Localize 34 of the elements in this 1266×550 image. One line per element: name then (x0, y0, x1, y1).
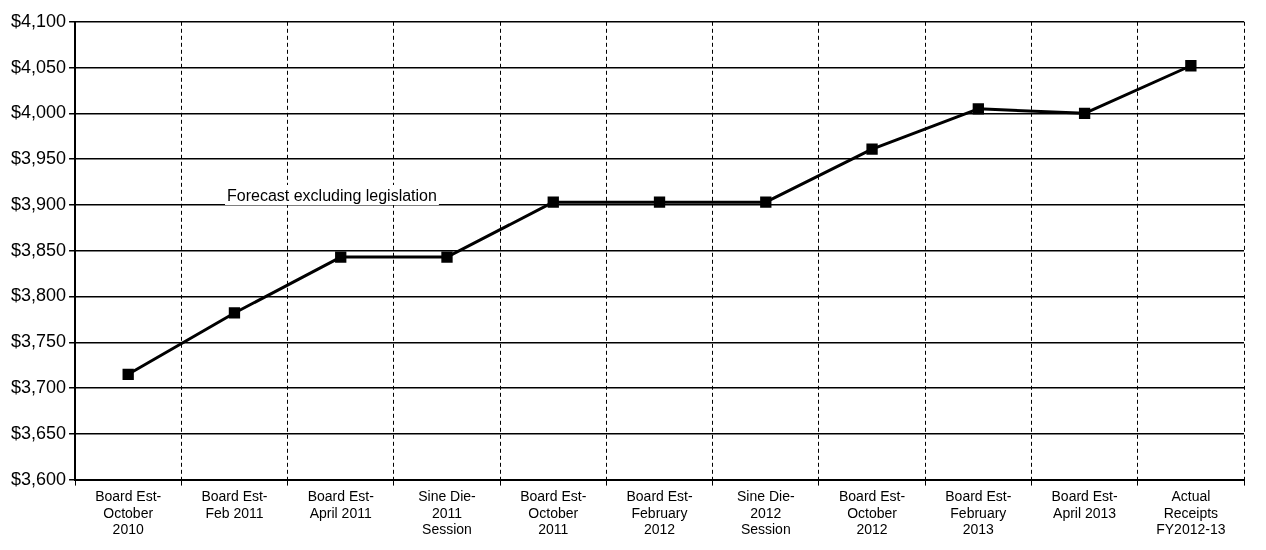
point (1185, 60, 1197, 72)
x-tick-label: Board Est- April 2011 (307, 487, 375, 521)
x-tick-label: Board Est- October 2012 (838, 487, 906, 538)
annotation: Forecast excluding legislation (227, 187, 437, 205)
y-tick-label: $3,900 (10, 193, 67, 214)
x-tick-label: Actual Receipts FY2012-13 (1156, 487, 1226, 538)
y-tick-label: $3,600 (10, 468, 67, 489)
y-tick-label: $4,100 (10, 10, 67, 31)
x-tick-label: Sine Die- 2012 Session (737, 487, 795, 538)
point (760, 196, 772, 208)
point (441, 251, 453, 263)
y-tick-label: $4,050 (10, 56, 67, 77)
x-tick-label: Board Est- October 2011 (520, 487, 587, 538)
point (335, 251, 347, 263)
point (228, 307, 241, 319)
y-tick-label: $3,650 (10, 422, 67, 443)
y-tick-label: $3,700 (10, 377, 67, 398)
point (866, 143, 878, 155)
x-tick-label: Board Est- February 2012 (626, 487, 693, 538)
y-tick-label: $3,950 (10, 148, 67, 169)
point (1078, 107, 1091, 120)
point (547, 196, 559, 208)
y-tick-label: $4,000 (10, 102, 67, 123)
x-tick-label: Board Est- April 2013 (1051, 487, 1118, 521)
y-tick-label: $3,800 (10, 285, 67, 306)
y-tick-label: $3,850 (10, 239, 67, 260)
x-tick-label: Sine Die- 2011 Session (418, 487, 477, 538)
y-tick-label: $3,750 (10, 331, 67, 352)
point (122, 368, 134, 380)
point (653, 196, 666, 208)
point (972, 103, 984, 115)
x-tick-label: Board Est- February 2013 (945, 487, 1012, 538)
x-tick-label: Board Est- Feb 2011 (201, 487, 268, 521)
x-tick-label: Board Est- October 2010 (95, 487, 162, 538)
